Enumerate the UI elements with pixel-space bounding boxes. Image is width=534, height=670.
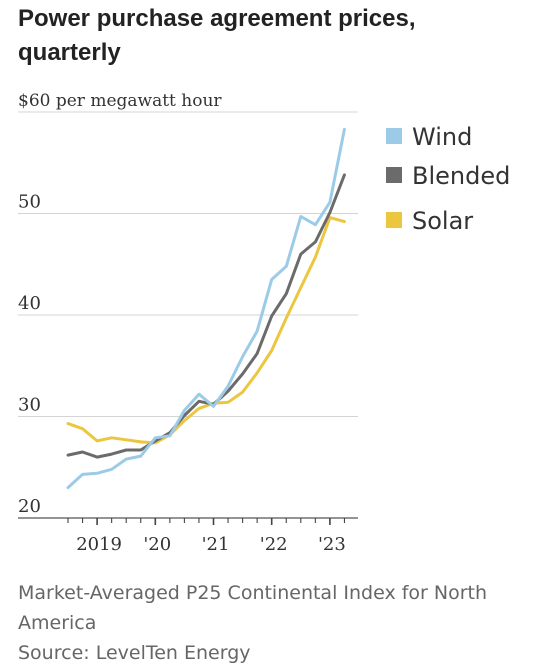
y-tick-label: 50 <box>18 192 41 213</box>
y-unit-label: $60 per megawatt hour <box>18 91 222 111</box>
x-tick-label: '23 <box>318 534 346 555</box>
x-tick-label: '21 <box>202 534 230 555</box>
line-chart: 2019 '20 '21 '22 '23 20 30 40 50 $60 per megawat… <box>18 91 510 555</box>
series-line-solar <box>66 216 346 445</box>
series-lines <box>66 127 346 490</box>
chart-title: Power purchase agreement prices, quarter… <box>18 5 416 66</box>
gridlines <box>18 111 358 519</box>
footer: Market-Averaged P25 Continental Index fo… <box>18 578 518 668</box>
legend-swatch-solar <box>386 212 402 228</box>
legend-label-blended: Blended <box>412 162 510 190</box>
x-tick-label: 2019 <box>76 534 122 555</box>
legend-swatch-blended <box>386 167 402 183</box>
x-tick-label: '20 <box>143 534 171 555</box>
legend-swatch-wind <box>386 128 402 144</box>
y-tick-label: 20 <box>18 496 41 517</box>
y-tick-label: 40 <box>18 293 41 314</box>
y-tick-labels: 20 30 40 50 $60 per megawatt hour <box>18 91 222 517</box>
series-line-wind <box>66 127 346 490</box>
y-tick-label: 30 <box>18 395 41 416</box>
legend-label-solar: Solar <box>412 207 473 235</box>
legend: Wind Blended Solar <box>386 123 510 235</box>
series-line-blended <box>66 173 346 459</box>
footnote: Market-Averaged P25 Continental Index fo… <box>18 582 488 634</box>
legend-label-wind: Wind <box>412 123 472 151</box>
x-tick-label: '22 <box>260 534 288 555</box>
source-note: Source: LevelTen Energy <box>18 642 251 664</box>
x-axis: 2019 '20 '21 '22 '23 <box>67 518 346 555</box>
